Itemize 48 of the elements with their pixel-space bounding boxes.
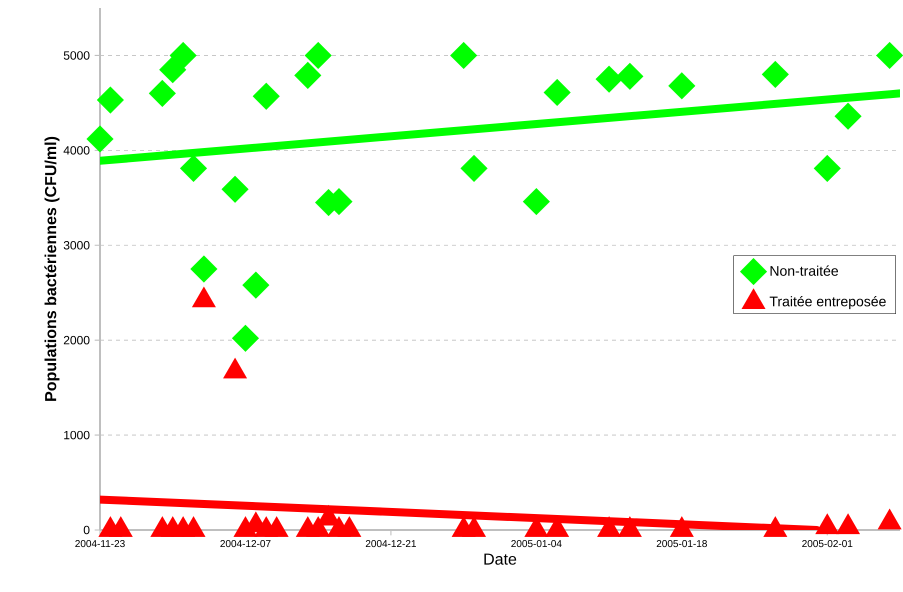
point xyxy=(223,358,247,378)
y-tick-label: 3000 xyxy=(64,241,90,250)
point xyxy=(616,62,644,90)
point xyxy=(834,102,862,130)
point xyxy=(460,154,488,182)
point xyxy=(764,516,788,537)
y-axis-title: Populations bactériennes (CFU/ml) xyxy=(44,136,60,401)
point xyxy=(597,516,621,537)
point xyxy=(544,79,571,106)
x-tick-label: 2005-02-01 xyxy=(802,540,852,548)
x-tick-label: 2005-01-04 xyxy=(511,540,562,548)
point xyxy=(668,72,696,100)
point xyxy=(670,516,694,537)
y-tick-label: 0 xyxy=(84,526,90,534)
point xyxy=(159,56,186,84)
point xyxy=(338,516,362,537)
point xyxy=(190,256,218,282)
y-tick-label: 4000 xyxy=(64,146,90,155)
point xyxy=(108,516,133,537)
y-tick-label: 5000 xyxy=(64,51,90,60)
legend-label: Non-traitée xyxy=(770,265,838,276)
point xyxy=(252,82,280,110)
x-tick-label: 2004-12-07 xyxy=(220,540,271,548)
point xyxy=(522,188,550,216)
x-axis-title: Date xyxy=(484,554,516,565)
point xyxy=(304,42,332,69)
point xyxy=(618,516,642,537)
point xyxy=(815,514,840,534)
point xyxy=(294,62,322,89)
y-tick-label: 1000 xyxy=(64,430,90,440)
point xyxy=(762,60,789,88)
point xyxy=(148,80,176,107)
point xyxy=(596,66,623,93)
point xyxy=(170,42,197,69)
x-tick-label: 2005-01-18 xyxy=(656,540,707,548)
point xyxy=(180,154,207,182)
point xyxy=(182,516,206,537)
y-tick-label: 2000 xyxy=(64,336,90,344)
point xyxy=(836,514,860,534)
x-tick-label: 2004-11-23 xyxy=(75,540,125,548)
point xyxy=(306,516,330,537)
point xyxy=(450,42,478,69)
point xyxy=(264,516,288,537)
legend-label: Traitée entreposée xyxy=(770,296,886,310)
point xyxy=(96,86,124,114)
point xyxy=(222,176,249,203)
point xyxy=(814,154,841,182)
x-tick-label: 2004-12-21 xyxy=(366,540,416,548)
